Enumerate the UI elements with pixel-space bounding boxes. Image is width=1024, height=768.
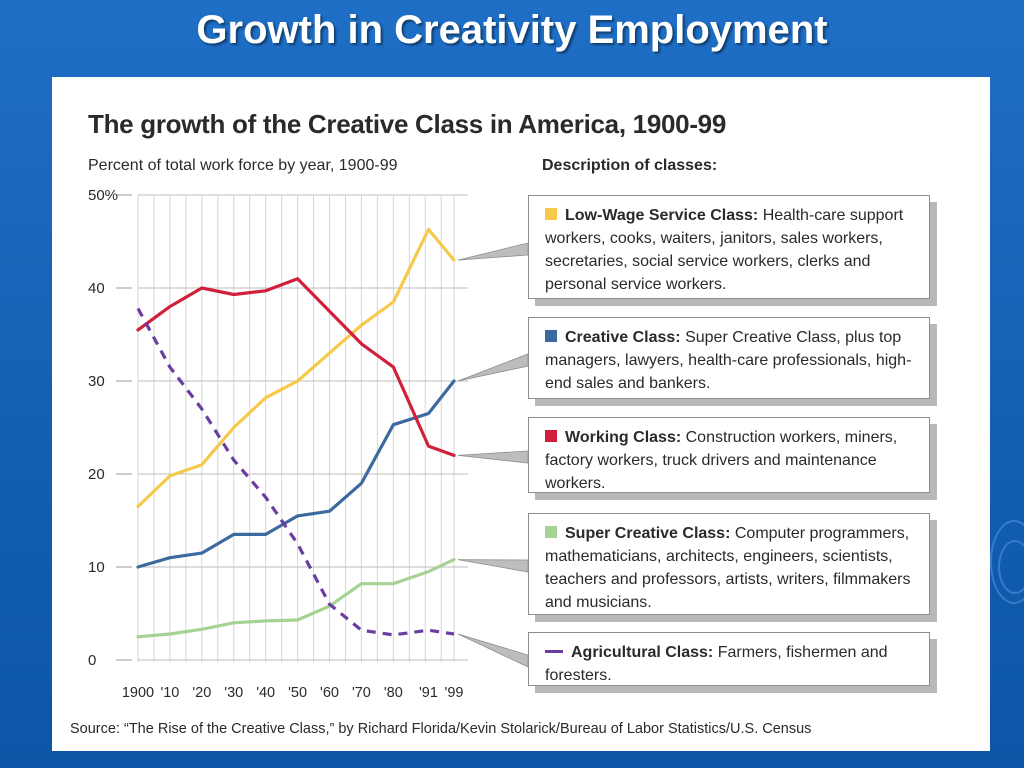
series-line-agricultural <box>136 307 455 637</box>
callout-wedge <box>457 633 529 668</box>
y-tick-label: 40 <box>88 280 105 297</box>
callout-wedge <box>457 559 529 573</box>
legend-swatch <box>545 430 557 442</box>
x-tick-label: '40 <box>256 685 275 701</box>
source-note: Source: “The Rise of the Creative Class,… <box>70 721 812 737</box>
legend-swatch <box>545 526 557 538</box>
callout-wedge <box>457 353 529 382</box>
chart-title: The growth of the Creative Class in Amer… <box>88 109 726 139</box>
descriptions-heading: Description of classes: <box>542 157 718 174</box>
decorative-ring <box>998 540 1024 594</box>
class-description: Super Creative Class, plus top managers,… <box>545 329 912 392</box>
callout-wedge <box>457 450 529 464</box>
y-tick-label: 50% <box>88 187 118 204</box>
x-tick-label: '30 <box>224 685 243 701</box>
x-tick-label: '60 <box>320 685 339 701</box>
legend-swatch <box>545 650 563 653</box>
class-name: Creative Class: <box>565 329 681 346</box>
class-name: Low-Wage Service Class: <box>565 207 759 224</box>
legend-swatch <box>545 330 557 342</box>
class-description: Farmers, fishermen and foresters. <box>545 644 888 684</box>
x-tick-label: '50 <box>288 685 307 701</box>
class-description-box: Working Class: Construction workers, min… <box>528 417 930 493</box>
y-tick-label: 30 <box>88 373 105 390</box>
class-description-box: Super Creative Class: Computer programme… <box>528 513 930 615</box>
series-line-creative <box>136 379 456 569</box>
legend-swatch <box>545 208 557 220</box>
class-name: Working Class: <box>565 429 682 446</box>
chart-panel: The growth of the Creative Class in Amer… <box>52 77 990 751</box>
class-description: Health-care support workers, cooks, wait… <box>545 207 904 293</box>
x-tick-label: '91 <box>419 685 438 701</box>
callout-wedge <box>457 242 529 261</box>
x-tick-label: 1900 <box>122 685 154 701</box>
class-name: Agricultural Class: <box>571 644 714 661</box>
x-tick-label: '10 <box>160 685 179 701</box>
class-description-box: Creative Class: Super Creative Class, pl… <box>528 317 930 399</box>
series-line-working <box>136 277 456 457</box>
slide-title: Growth in Creativity Employment <box>196 8 828 52</box>
line-chart: 50% 40 30 20 10 0 1900 '10 '20 '30 '40 '50 '60 '70 '80… <box>88 187 529 701</box>
class-description-box: Agricultural Class: Farmers, fishermen a… <box>528 632 930 686</box>
y-tick-label: 20 <box>88 466 105 483</box>
x-tick-label: '99 <box>445 685 464 701</box>
class-description: Construction workers, miners, factory wo… <box>545 429 898 492</box>
class-name: Super Creative Class: <box>565 525 731 542</box>
class-description-box: Low-Wage Service Class: Health-care supp… <box>528 195 930 299</box>
y-tick-label: 10 <box>88 559 105 576</box>
y-tick-label: 0 <box>88 652 96 669</box>
series-line-low_wage <box>136 227 456 509</box>
class-description: Computer programmers, mathematicians, ar… <box>545 525 911 611</box>
chart-subtitle: Percent of total work force by year, 190… <box>88 157 398 174</box>
x-tick-label: '20 <box>192 685 211 701</box>
x-tick-label: '80 <box>384 685 403 701</box>
x-tick-label: '70 <box>352 685 371 701</box>
series-line-super_creative <box>136 558 456 639</box>
